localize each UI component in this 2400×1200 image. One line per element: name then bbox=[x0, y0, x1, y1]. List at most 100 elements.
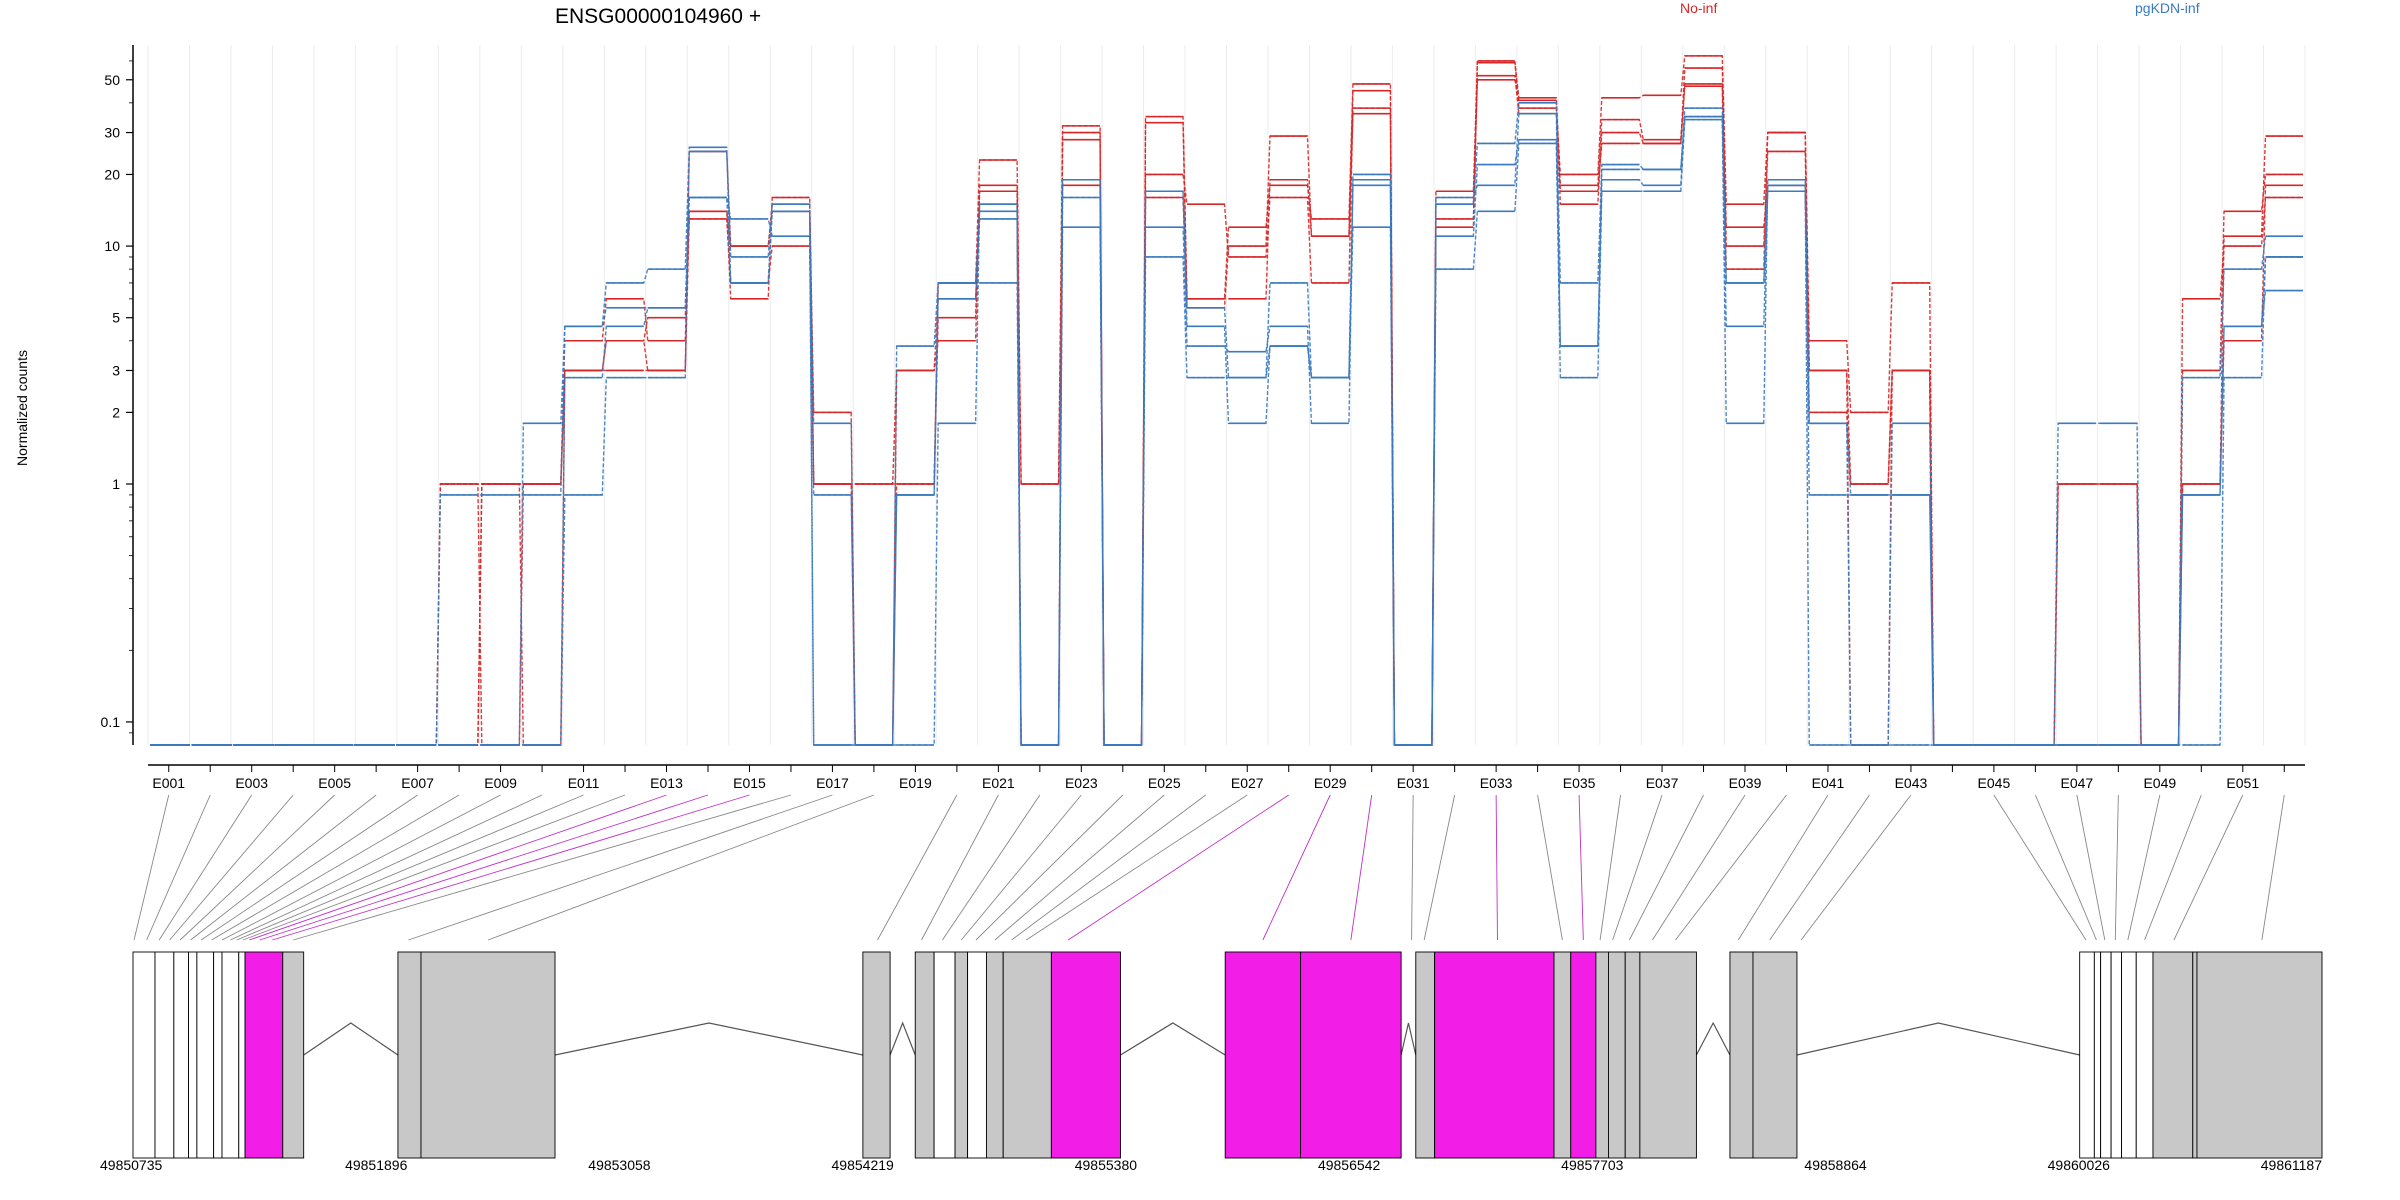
exon-connector bbox=[1495, 794, 1498, 941]
genomic-coordinate-label: 49854219 bbox=[832, 1157, 895, 1173]
y-tick-label: 2 bbox=[112, 404, 120, 420]
gene-exon-block bbox=[1608, 951, 1626, 1159]
exon-connector bbox=[1578, 794, 1584, 941]
gene-exon-block bbox=[1050, 951, 1121, 1159]
genomic-coordinate-label: 49851896 bbox=[345, 1157, 408, 1173]
exon-label: E051 bbox=[2226, 775, 2259, 791]
exon-connector bbox=[960, 794, 1082, 941]
gene-exon-block bbox=[1300, 951, 1402, 1159]
gene-exon-block bbox=[282, 951, 305, 1159]
exon-connector bbox=[236, 794, 584, 941]
y-tick-label: 20 bbox=[104, 166, 120, 182]
exon-connector bbox=[211, 794, 460, 941]
gene-exon-block bbox=[1570, 951, 1597, 1159]
exon-label: E005 bbox=[318, 775, 351, 791]
gene-exon-block bbox=[188, 951, 198, 1159]
exon-label: E035 bbox=[1563, 775, 1596, 791]
exon-connector bbox=[1599, 794, 1622, 941]
gene-exon-block bbox=[2079, 951, 2095, 1159]
exon-connector bbox=[221, 794, 501, 941]
exon-connector bbox=[2127, 794, 2161, 941]
gene-exon-block bbox=[2121, 951, 2137, 1159]
exon-connector bbox=[1737, 794, 1829, 941]
exon-connector bbox=[2076, 794, 2106, 941]
gene-exon-block bbox=[196, 951, 215, 1159]
exon-label: E031 bbox=[1397, 775, 1430, 791]
exon-label: E017 bbox=[816, 775, 849, 791]
gene-exon-block bbox=[1224, 951, 1302, 1159]
exon-connector bbox=[975, 794, 1124, 941]
exon-label: E023 bbox=[1065, 775, 1098, 791]
gene-exon-block bbox=[2110, 951, 2123, 1159]
genomic-coordinate-label: 49857703 bbox=[1561, 1157, 1624, 1173]
gene-exon-block bbox=[244, 951, 284, 1159]
gene-exon-block bbox=[1752, 951, 1798, 1159]
exon-connector bbox=[230, 794, 543, 941]
exon-connector bbox=[1612, 794, 1663, 941]
series-line bbox=[150, 118, 2303, 746]
exon-connector bbox=[1537, 794, 1563, 941]
exon-label: E015 bbox=[733, 775, 766, 791]
genomic-coordinate-label: 49861187 bbox=[2261, 1157, 2322, 1173]
exon-label: E039 bbox=[1729, 775, 1762, 791]
x-tick-layer: E001 E003 E005 E007 E009 E011 E013 E015 E017 E019… bbox=[152, 765, 2285, 791]
gene-exon-block bbox=[1595, 951, 1609, 1159]
exon-label: E001 bbox=[152, 775, 185, 791]
gene-exon-block bbox=[1002, 951, 1052, 1159]
genomic-coordinate-label: 49855380 bbox=[1075, 1157, 1138, 1173]
exon-connector bbox=[1025, 794, 1248, 941]
exon-label: E045 bbox=[1978, 775, 2011, 791]
series-line bbox=[150, 102, 2303, 746]
gene-exon-block bbox=[1553, 951, 1572, 1159]
y-tick-layer: 0.1 1 2 3 5 10 20 30 50 bbox=[101, 60, 133, 734]
gene-exon-block bbox=[985, 951, 1004, 1159]
exon-connector bbox=[1423, 794, 1456, 941]
y-tick-label: 50 bbox=[104, 72, 120, 88]
intron-line bbox=[889, 1021, 916, 1056]
exon-label: E003 bbox=[235, 775, 268, 791]
gene-exon-block bbox=[2135, 951, 2154, 1159]
exon-connector bbox=[179, 794, 335, 941]
exon-connector bbox=[1652, 794, 1746, 941]
grid-layer bbox=[147, 45, 2306, 745]
intron-line bbox=[303, 1022, 399, 1056]
exon-connector bbox=[158, 794, 253, 941]
gene-exon-block bbox=[2093, 951, 2102, 1159]
gene-exon-block bbox=[2192, 951, 2198, 1159]
legend-entry-no-inf: No-inf bbox=[1680, 0, 1717, 16]
exon-label: E009 bbox=[484, 775, 517, 791]
exon-connector bbox=[2034, 794, 2097, 941]
exon-connector bbox=[1011, 794, 1207, 941]
gene-exon-block bbox=[1624, 951, 1641, 1159]
exon-label: E011 bbox=[568, 775, 600, 791]
exon-connector bbox=[942, 794, 1041, 941]
exon-connector bbox=[921, 794, 999, 941]
gene-exon-block bbox=[967, 951, 987, 1159]
exon-connector bbox=[293, 794, 792, 941]
exon-connector bbox=[133, 794, 170, 941]
gene-exon-block bbox=[2196, 951, 2323, 1159]
exon-connector bbox=[877, 794, 958, 941]
gene-exon-block bbox=[397, 951, 422, 1159]
exon-label: E041 bbox=[1812, 775, 1845, 791]
gene-exon-block bbox=[213, 951, 223, 1159]
genomic-coordinate-label: 49850735 bbox=[100, 1157, 163, 1173]
exon-connector bbox=[487, 794, 875, 941]
gene-exon-block bbox=[221, 951, 240, 1159]
gene-exon-block bbox=[933, 951, 956, 1159]
genomic-coordinate-label: 49858864 bbox=[1804, 1157, 1867, 1173]
exon-connector bbox=[408, 794, 833, 941]
gene-exon-block bbox=[2152, 951, 2194, 1159]
exon-label: E025 bbox=[1148, 775, 1181, 791]
exon-connector bbox=[200, 794, 418, 941]
intron-line bbox=[1120, 1022, 1226, 1056]
chart-title: ENSG00000104960 + bbox=[555, 5, 761, 28]
legend-entry-pgkdn-inf: pgKDN-inf bbox=[2135, 0, 2200, 16]
gene-exon-block bbox=[862, 951, 891, 1159]
coordinate-label-layer: 49850735 49851896 49853058 49854219 49855380… bbox=[100, 1157, 2322, 1173]
intron-line bbox=[554, 1022, 863, 1056]
y-tick-label: 1 bbox=[112, 476, 120, 492]
exon-label: E049 bbox=[2143, 775, 2176, 791]
exon-label: E027 bbox=[1231, 775, 1264, 791]
